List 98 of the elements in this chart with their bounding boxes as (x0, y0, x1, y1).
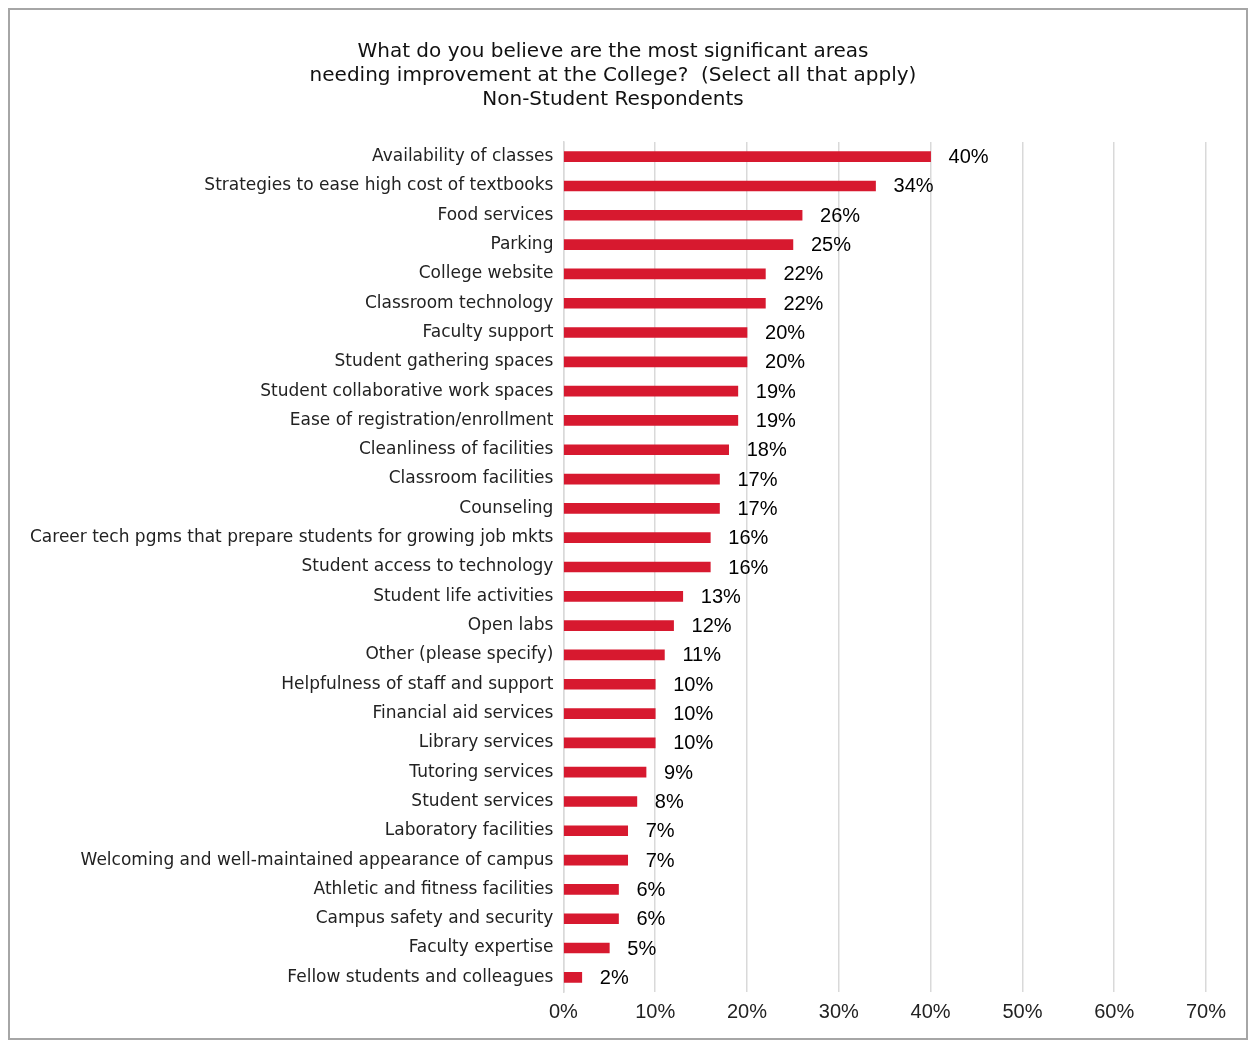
bar (563, 385, 739, 397)
bar (563, 503, 720, 514)
y-tick-label: Classroom facilities (388, 467, 554, 488)
bar (563, 561, 711, 573)
y-tick-label: Fellow students and colleagues (287, 965, 554, 986)
data-label: 19% (755, 408, 797, 431)
data-label: 40% (948, 145, 989, 168)
y-tick-label: Financial aid services (372, 701, 554, 722)
y-tick-label: Faculty expertise (408, 936, 554, 957)
bar (563, 913, 619, 925)
y-tick-label: Student gathering spaces (334, 350, 554, 371)
y-tick-label: Library services (418, 731, 554, 752)
x-tick-label: 70% (1185, 999, 1227, 1022)
data-label: 19% (755, 379, 797, 402)
bar (563, 532, 711, 544)
y-tick-label: Athletic and fitness facilities (313, 877, 554, 898)
text: needing improvement at the College? (Select all that apply) (309, 62, 917, 87)
data-label: 6% (636, 907, 666, 930)
data-label: 10% (673, 702, 714, 725)
x-tick-label: 60% (1094, 999, 1135, 1022)
x-tick-label: 10% (635, 999, 676, 1022)
bar (563, 942, 610, 954)
bar (563, 796, 638, 807)
y-tick-label: Student services (411, 789, 554, 810)
y-tick-label: Tutoring services (408, 760, 554, 781)
data-label: 10% (673, 731, 714, 754)
data-label: 2% (599, 965, 629, 988)
bar (563, 708, 656, 719)
data-label: 22% (783, 291, 824, 314)
y-tick-label: Counseling (459, 496, 554, 517)
data-label: 26% (820, 203, 861, 226)
bar (563, 151, 931, 162)
data-label: 8% (654, 790, 684, 812)
bar (563, 825, 629, 837)
data-label: 17% (737, 496, 778, 519)
y-tick-label: Laboratory facilities (384, 819, 554, 840)
y-tick-label: Student collaborative work spaces (260, 379, 554, 400)
data-label: 10% (673, 672, 714, 695)
data-label: 22% (783, 262, 824, 285)
data-label: 20% (765, 350, 806, 373)
bar (563, 268, 766, 280)
bar (563, 239, 794, 250)
text: Non-Student Respondents (482, 86, 744, 111)
data-label: 18% (746, 438, 787, 461)
bar (563, 180, 876, 192)
bar (563, 473, 720, 485)
bar (563, 297, 766, 309)
data-label: 11% (682, 643, 722, 666)
x-tick-label: 20% (727, 999, 768, 1022)
bar (563, 590, 684, 602)
y-tick-label: Cleanliness of facilities (358, 438, 554, 459)
data-label: 34% (893, 174, 934, 197)
y-tick-label: Food services (437, 203, 554, 224)
y-tick-label: College website (418, 262, 554, 283)
bar (563, 766, 647, 778)
data-label: 13% (700, 584, 741, 607)
text: What do you believe are the most significant areas (357, 38, 869, 63)
data-label: 7% (645, 848, 675, 871)
bar (563, 620, 674, 631)
bar (563, 356, 748, 368)
y-tick-label: Ease of registration/enrollment (289, 408, 554, 429)
x-tick-label: 40% (910, 999, 951, 1022)
y-tick-label: Campus safety and security (315, 907, 554, 928)
data-label: 16% (728, 526, 769, 549)
y-tick-label: Open labs (467, 614, 554, 635)
bar (563, 415, 739, 426)
data-label: 9% (664, 760, 694, 783)
data-label: 5% (627, 936, 657, 959)
y-tick-label: Other (please specify) (365, 643, 554, 664)
y-tick-label: Strategies to ease high cost of textbooks (204, 174, 554, 195)
x-tick-label: 0% (548, 999, 579, 1022)
y-tick-label: Student life activities (373, 584, 554, 605)
y-tick-label: Classroom technology (364, 291, 554, 312)
y-tick-label: Helpfulness of staff and support (281, 672, 554, 693)
bar (563, 884, 619, 895)
bar (563, 854, 629, 866)
bar (563, 972, 583, 983)
bar (563, 327, 748, 338)
bar (563, 209, 803, 221)
y-tick-label: Faculty support (422, 320, 554, 341)
data-label: 12% (691, 614, 732, 637)
x-tick-label: 30% (818, 999, 860, 1022)
bar (563, 737, 656, 749)
y-tick-label: Career tech pgms that prepare students for growing job mkts (29, 526, 554, 547)
y-tick-label: Student access to technology (301, 555, 554, 576)
bar (563, 678, 656, 690)
data-label: 6% (636, 877, 666, 900)
y-tick-label: Welcoming and well-maintained appearance of campus (80, 848, 554, 869)
y-tick-label: Parking (490, 233, 554, 254)
data-label: 7% (645, 819, 675, 842)
x-tick-label: 50% (1002, 999, 1043, 1022)
bar (563, 649, 665, 661)
y-tick-label: Availability of classes (372, 145, 554, 166)
data-label: 25% (810, 233, 852, 256)
bar (563, 444, 729, 456)
data-label: 17% (737, 467, 778, 490)
data-label: 20% (765, 321, 806, 344)
data-label: 16% (728, 555, 769, 578)
